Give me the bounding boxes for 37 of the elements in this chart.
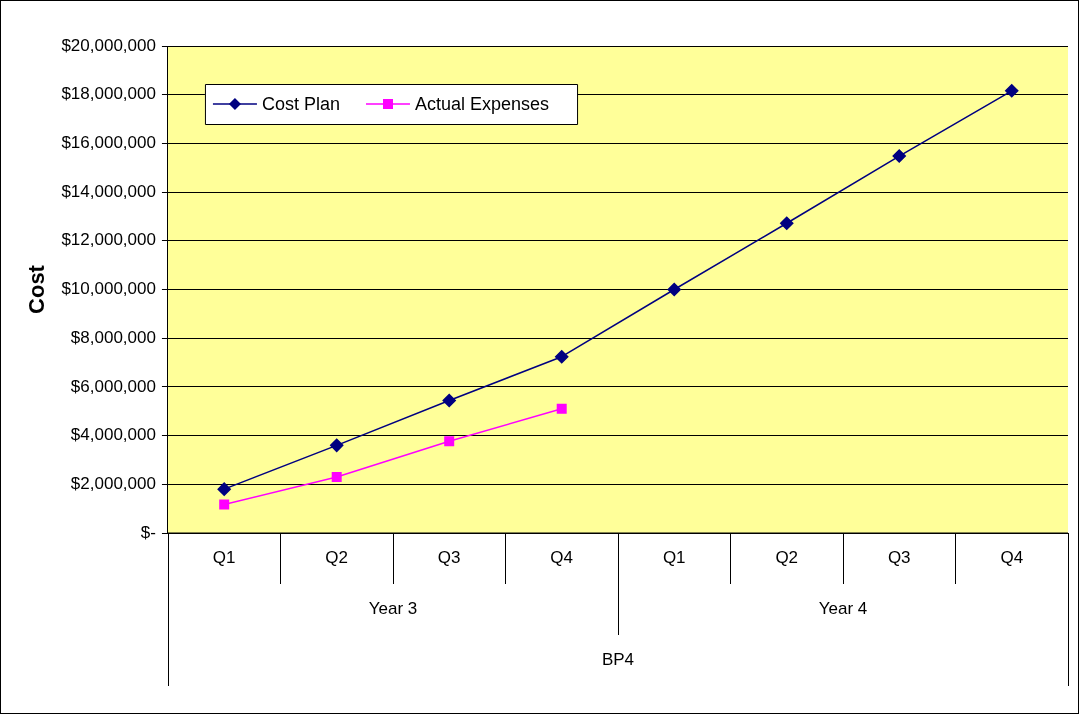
point: [779, 216, 794, 231]
point: [442, 393, 456, 408]
legend-label: Cost Plan: [261, 93, 340, 114]
y-tick-label: $10,000,000: [61, 279, 156, 299]
y-tick-label: $16,000,000: [61, 133, 156, 153]
y-axis-title: Cost: [24, 264, 50, 314]
x-tick-label: Q1: [662, 548, 686, 568]
point: [892, 149, 906, 163]
y-tick-label: $20,000,000: [61, 35, 156, 55]
point: [554, 349, 569, 364]
point: [444, 436, 455, 447]
y-tick-label: $-: [140, 522, 156, 542]
point: [217, 482, 231, 496]
point: [556, 403, 567, 414]
x-tick-label: Q4: [1000, 548, 1024, 568]
y-tick-label: $6,000,000: [70, 376, 156, 396]
x-axis-title: BP4: [601, 650, 635, 670]
y-tick-label: $8,000,000: [70, 327, 156, 347]
x-tick-label: Q1: [212, 548, 236, 568]
text: Year 3: [368, 599, 418, 619]
y-tick-label: $18,000,000: [61, 84, 156, 104]
point: [219, 499, 230, 510]
x-tick-label: Q3: [437, 548, 461, 568]
y-tick-label: $12,000,000: [61, 230, 156, 250]
point: [667, 282, 681, 297]
y-tick-label: $4,000,000: [70, 425, 156, 445]
y-tick-label: $2,000,000: [70, 473, 156, 493]
x-tick-label: Q3: [887, 548, 911, 568]
x-tick-label: Q2: [325, 548, 349, 568]
y-tick-label: $14,000,000: [61, 181, 156, 201]
point: [1005, 84, 1019, 98]
x-tick-label: Q2: [775, 548, 799, 568]
legend-label: Actual Expenses: [414, 93, 550, 114]
x-tick-label: Q4: [550, 548, 574, 568]
text: Year 4: [818, 599, 868, 619]
point: [329, 438, 344, 453]
point: [331, 472, 342, 482]
